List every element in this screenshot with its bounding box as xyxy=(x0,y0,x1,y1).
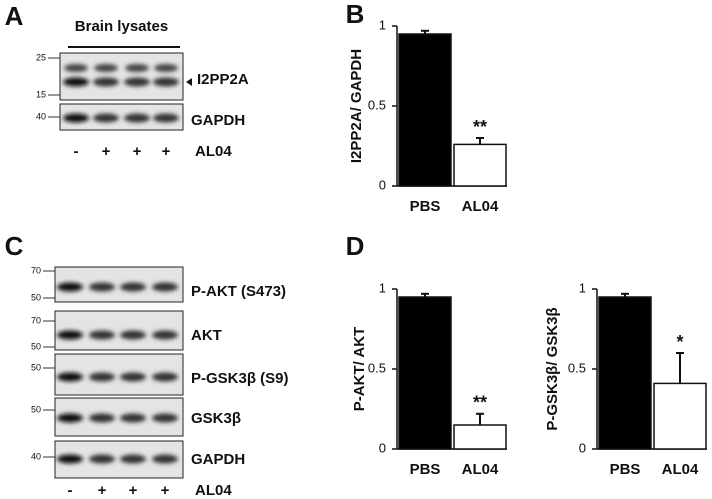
bar xyxy=(453,424,507,450)
x-tick-label: PBS xyxy=(410,461,441,478)
y-tick-label: 0.5 xyxy=(368,360,386,375)
y-axis-label: I2PP2A/ GAPDH xyxy=(348,49,365,163)
band xyxy=(57,282,83,292)
marker-label: 50 xyxy=(31,292,41,302)
band xyxy=(152,454,178,464)
band xyxy=(93,113,119,123)
bar xyxy=(653,382,707,450)
panel-label: B xyxy=(346,0,365,29)
x-tick-label: PBS xyxy=(410,198,441,215)
bar xyxy=(453,143,507,187)
band xyxy=(124,77,150,87)
row-label: GAPDH xyxy=(191,112,245,129)
treatment-label: AL04 xyxy=(195,482,232,499)
panel-label: C xyxy=(5,231,24,261)
band xyxy=(153,77,179,87)
row-label: GAPDH xyxy=(191,451,245,468)
row-label: GSK3β xyxy=(191,410,241,427)
y-tick-label: 0 xyxy=(379,440,386,455)
band xyxy=(153,113,179,123)
band xyxy=(120,454,146,464)
band xyxy=(152,413,178,423)
treatment-sign: + xyxy=(102,143,111,160)
band xyxy=(57,330,83,340)
band xyxy=(89,454,115,464)
band xyxy=(120,372,146,382)
band xyxy=(120,282,146,292)
treatment-sign: + xyxy=(98,482,107,499)
blot-box xyxy=(54,310,184,351)
y-tick-label: 1 xyxy=(579,280,586,295)
panel-label: A xyxy=(5,1,24,31)
significance: * xyxy=(676,332,683,352)
band xyxy=(152,282,178,292)
treatment-sign: - xyxy=(68,482,73,499)
band xyxy=(89,372,115,382)
x-tick-label: PBS xyxy=(610,461,641,478)
panel-label: D xyxy=(346,231,365,261)
y-axis-label: P-AKT/ AKT xyxy=(351,327,368,411)
x-tick-label: AL04 xyxy=(462,198,499,215)
row-label: P-GSK3β (S9) xyxy=(191,370,289,387)
x-tick-label: AL04 xyxy=(462,461,499,478)
band xyxy=(57,372,83,382)
band xyxy=(120,330,146,340)
band xyxy=(89,282,115,292)
treatment-sign: + xyxy=(129,482,138,499)
band xyxy=(125,64,149,72)
band xyxy=(89,330,115,340)
band xyxy=(152,372,178,382)
marker-label: 70 xyxy=(31,315,41,325)
row-label: I2PP2A xyxy=(197,71,249,88)
row-label: P-AKT (S473) xyxy=(191,283,286,300)
marker-label: 50 xyxy=(31,404,41,414)
band xyxy=(120,413,146,423)
marker-label: 15 xyxy=(36,89,46,99)
band xyxy=(63,113,89,123)
band xyxy=(93,77,119,87)
band xyxy=(57,454,83,464)
blot-title: Brain lysates xyxy=(75,18,168,35)
band xyxy=(57,413,83,423)
y-axis-label: P-GSK3β/ GSK3β xyxy=(544,307,561,430)
band xyxy=(152,330,178,340)
y-tick-label: 0 xyxy=(579,440,586,455)
treatment-sign: - xyxy=(74,143,79,160)
band xyxy=(94,64,118,72)
marker-label: 50 xyxy=(31,341,41,351)
band xyxy=(89,413,115,423)
x-tick-label: AL04 xyxy=(662,461,699,478)
marker-label: 25 xyxy=(36,52,46,62)
significance: ** xyxy=(473,393,487,413)
bar xyxy=(598,296,652,450)
marker-label: 50 xyxy=(31,362,41,372)
y-tick-label: 1 xyxy=(379,280,386,295)
band xyxy=(63,77,89,87)
treatment-sign: + xyxy=(161,482,170,499)
row-label: AKT xyxy=(191,327,222,344)
bar xyxy=(398,296,452,450)
bar xyxy=(398,33,452,187)
band xyxy=(124,113,150,123)
y-tick-label: 0.5 xyxy=(568,360,586,375)
treatment-sign: + xyxy=(162,143,171,160)
y-tick-label: 1 xyxy=(379,17,386,32)
y-tick-label: 0.5 xyxy=(368,97,386,112)
y-tick-label: 0 xyxy=(379,177,386,192)
marker-label: 70 xyxy=(31,265,41,275)
arrowhead xyxy=(186,78,192,86)
significance: ** xyxy=(473,117,487,137)
marker-label: 40 xyxy=(36,111,46,121)
treatment-sign: + xyxy=(133,143,142,160)
blot-box xyxy=(59,52,184,101)
treatment-label: AL04 xyxy=(195,143,232,160)
band xyxy=(64,64,88,72)
band xyxy=(154,64,178,72)
marker-label: 40 xyxy=(31,451,41,461)
